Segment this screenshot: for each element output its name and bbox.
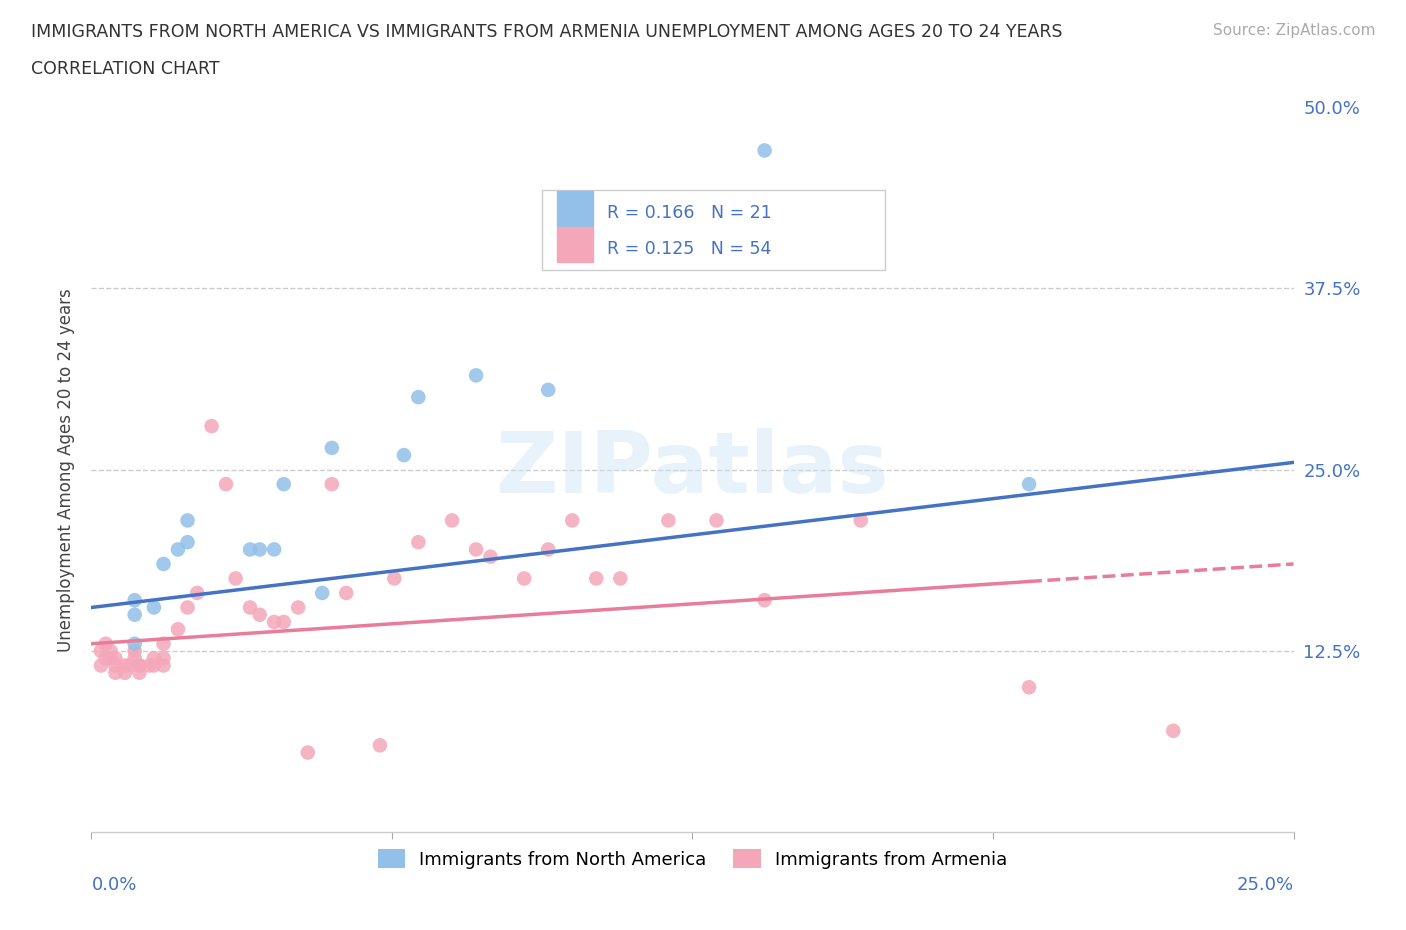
Point: [657, 513, 679, 528]
Point: [100, 651, 122, 666]
Point: [706, 216, 728, 231]
Point: [287, 600, 309, 615]
Point: [152, 658, 174, 673]
Point: [273, 477, 295, 492]
Point: [465, 368, 488, 383]
Point: [754, 592, 776, 607]
Text: Source: ZipAtlas.com: Source: ZipAtlas.com: [1212, 23, 1375, 38]
Point: [176, 513, 198, 528]
FancyBboxPatch shape: [543, 191, 884, 271]
Text: 25.0%: 25.0%: [1236, 876, 1294, 894]
Point: [142, 651, 165, 666]
Point: [368, 737, 391, 752]
Point: [176, 535, 198, 550]
Point: [152, 636, 174, 651]
Text: R = 0.125   N = 54: R = 0.125 N = 54: [607, 240, 772, 258]
Point: [114, 665, 136, 680]
Text: R = 0.166   N = 21: R = 0.166 N = 21: [607, 204, 772, 221]
Point: [537, 542, 560, 557]
Point: [479, 550, 502, 565]
Point: [1161, 724, 1184, 738]
Point: [1018, 680, 1040, 695]
Point: [321, 441, 343, 456]
Point: [124, 644, 146, 658]
Point: [104, 665, 127, 680]
Point: [263, 615, 285, 630]
Point: [118, 658, 141, 673]
Point: [321, 477, 343, 492]
Legend: Immigrants from North America, Immigrants from Armenia: Immigrants from North America, Immigrant…: [368, 841, 1017, 878]
Point: [124, 607, 146, 622]
Point: [186, 586, 208, 601]
Point: [335, 586, 357, 601]
Y-axis label: Unemployment Among Ages 20 to 24 years: Unemployment Among Ages 20 to 24 years: [56, 287, 75, 652]
Point: [465, 542, 488, 557]
Point: [128, 665, 150, 680]
Point: [124, 651, 146, 666]
Point: [249, 542, 271, 557]
Point: [249, 607, 271, 622]
Point: [263, 542, 285, 557]
Point: [94, 651, 117, 666]
Point: [273, 615, 295, 630]
Point: [201, 418, 224, 433]
Point: [124, 636, 146, 651]
Point: [609, 571, 631, 586]
Point: [90, 644, 112, 658]
Point: [706, 513, 728, 528]
Point: [152, 651, 174, 666]
Point: [114, 658, 136, 673]
Text: 0.0%: 0.0%: [91, 876, 136, 894]
Point: [128, 658, 150, 673]
Point: [215, 477, 238, 492]
Point: [90, 658, 112, 673]
Point: [124, 592, 146, 607]
Point: [1018, 477, 1040, 492]
Point: [585, 571, 607, 586]
Point: [561, 513, 583, 528]
Point: [142, 600, 165, 615]
Text: ZIPatlas: ZIPatlas: [495, 428, 890, 512]
Point: [408, 390, 430, 405]
Point: [176, 600, 198, 615]
Point: [104, 651, 127, 666]
Point: [239, 542, 262, 557]
Point: [142, 658, 165, 673]
Point: [849, 513, 872, 528]
Bar: [557, 227, 593, 262]
Point: [382, 571, 405, 586]
Point: [408, 535, 430, 550]
Point: [754, 143, 776, 158]
Point: [128, 658, 150, 673]
Point: [225, 571, 247, 586]
Point: [537, 382, 560, 397]
Point: [239, 600, 262, 615]
Point: [392, 447, 415, 462]
Point: [94, 636, 117, 651]
Point: [513, 571, 536, 586]
Point: [104, 658, 127, 673]
Text: CORRELATION CHART: CORRELATION CHART: [31, 60, 219, 78]
Point: [152, 556, 174, 571]
Point: [440, 513, 463, 528]
Point: [100, 644, 122, 658]
Point: [138, 658, 160, 673]
Point: [311, 586, 333, 601]
Point: [167, 622, 190, 637]
Point: [167, 542, 190, 557]
Bar: [557, 192, 593, 226]
Point: [297, 745, 319, 760]
Text: IMMIGRANTS FROM NORTH AMERICA VS IMMIGRANTS FROM ARMENIA UNEMPLOYMENT AMONG AGES: IMMIGRANTS FROM NORTH AMERICA VS IMMIGRA…: [31, 23, 1063, 41]
